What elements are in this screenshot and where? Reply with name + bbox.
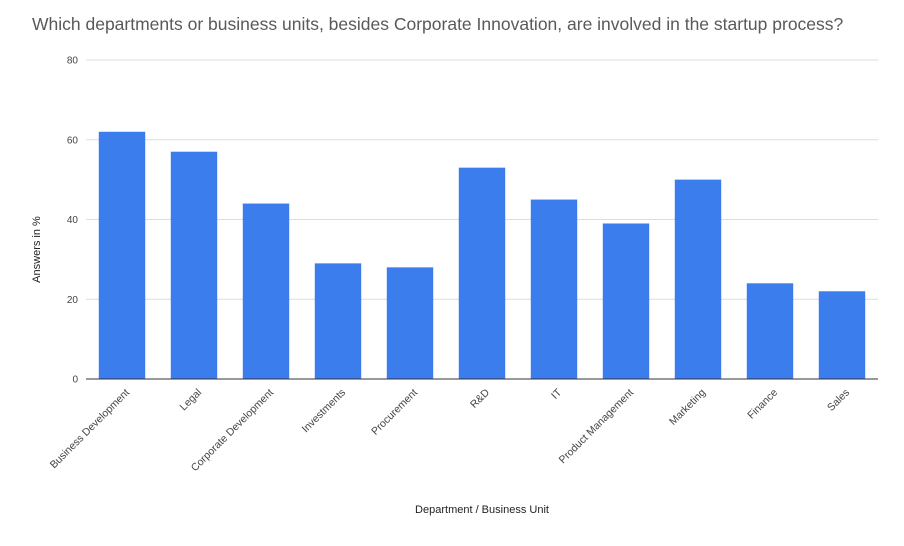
x-tick-label: Sales	[825, 387, 852, 414]
y-tick-label: 60	[67, 135, 79, 146]
bar	[386, 267, 434, 379]
bar	[170, 151, 218, 379]
x-tick-label: Marketing	[667, 387, 708, 428]
y-tick-label: 40	[67, 215, 79, 226]
x-tick-label: R&D	[468, 386, 492, 410]
y-axis-title: Answers in %	[31, 216, 43, 283]
x-tick-label: Investments	[300, 387, 349, 436]
y-tick-label: 80	[67, 56, 79, 67]
bar	[98, 131, 146, 379]
x-tick-label: Finance	[745, 387, 780, 422]
bar	[458, 167, 506, 379]
bar	[674, 179, 722, 379]
bar	[314, 263, 362, 379]
bar	[602, 223, 650, 379]
x-tick-label: Legal	[177, 387, 204, 414]
x-tick-label: IT	[549, 386, 564, 401]
x-tick-label: Corporate Development	[189, 387, 276, 474]
bars	[98, 131, 866, 379]
bar	[746, 283, 794, 379]
x-tick-label: Business Development	[48, 387, 132, 471]
bar	[818, 291, 866, 379]
bar	[242, 203, 290, 379]
y-tick-labels: 0 20 40 60 80	[67, 56, 79, 386]
y-tick-label: 20	[67, 295, 79, 306]
x-tick-label: Procurement	[369, 387, 420, 438]
x-tick-label: Product Management	[557, 387, 637, 467]
y-tick-label: 0	[72, 375, 78, 386]
chart-title: Which departments or business units, bes…	[32, 14, 844, 34]
bar	[530, 199, 578, 379]
x-axis-title: Department / Business Unit	[415, 504, 549, 516]
